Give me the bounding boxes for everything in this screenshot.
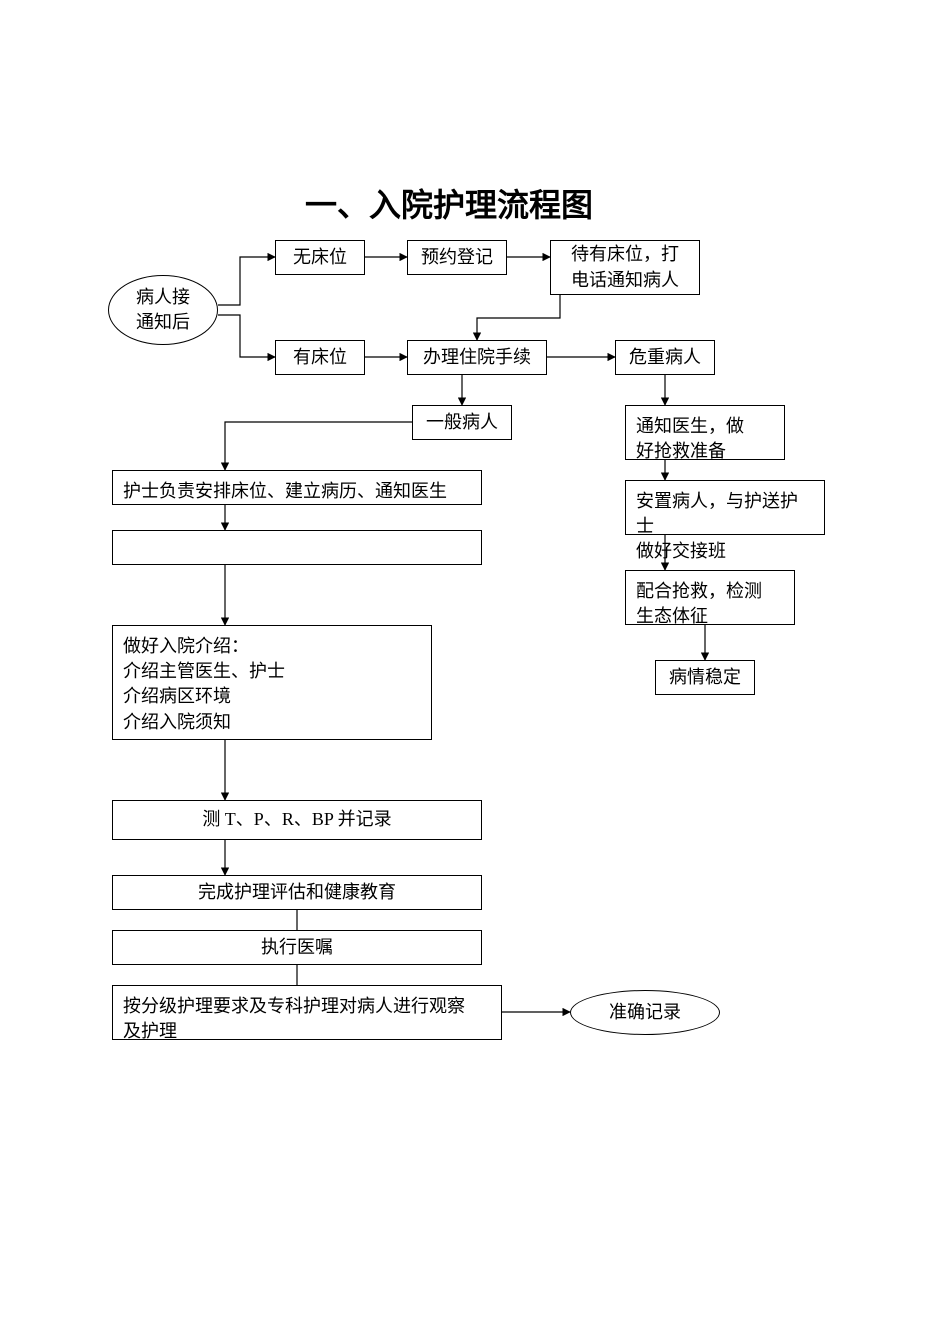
diagram-title: 一、入院护理流程图 bbox=[305, 180, 593, 226]
node-register: 预约登记 bbox=[407, 240, 507, 275]
node-stable-label: 病情稳定 bbox=[669, 665, 741, 690]
node-no-bed: 无床位 bbox=[275, 240, 365, 275]
node-record-label: 准确记录 bbox=[609, 1000, 681, 1025]
node-exec-order: 执行医嘱 bbox=[112, 930, 482, 965]
node-measure: 测 T、P、R、BP 并记录 bbox=[112, 800, 482, 840]
node-wait-call-label: 待有床位，打电话通知病人 bbox=[571, 242, 679, 292]
node-has-bed: 有床位 bbox=[275, 340, 365, 375]
node-register-label: 预约登记 bbox=[421, 245, 493, 270]
node-admit-label: 办理住院手续 bbox=[423, 345, 531, 370]
node-empty bbox=[112, 530, 482, 565]
node-critical: 危重病人 bbox=[615, 340, 715, 375]
node-stable: 病情稳定 bbox=[655, 660, 755, 695]
node-observe: 按分级护理要求及专科护理对病人进行观察及护理 bbox=[112, 985, 502, 1040]
node-settle-patient-label: 安置病人，与护送护士做好交接班 bbox=[636, 489, 814, 565]
node-no-bed-label: 无床位 bbox=[293, 245, 347, 270]
node-notify-doctor-label: 通知医生，做好抢救准备 bbox=[636, 414, 744, 464]
node-normal: 一般病人 bbox=[412, 405, 512, 440]
node-rescue-label: 配合抢救，检测生态体征 bbox=[636, 579, 762, 629]
node-measure-label: 测 T、P、R、BP 并记录 bbox=[202, 807, 391, 832]
node-admit: 办理住院手续 bbox=[407, 340, 547, 375]
node-has-bed-label: 有床位 bbox=[293, 345, 347, 370]
node-assess-label: 完成护理评估和健康教育 bbox=[198, 880, 396, 905]
node-start-label: 病人接通知后 bbox=[136, 285, 190, 335]
node-observe-label: 按分级护理要求及专科护理对病人进行观察及护理 bbox=[123, 994, 465, 1044]
node-intro-label: 做好入院介绍：介绍主管医生、护士介绍病区环境介绍入院须知 bbox=[123, 634, 285, 735]
node-normal-label: 一般病人 bbox=[426, 410, 498, 435]
node-assess: 完成护理评估和健康教育 bbox=[112, 875, 482, 910]
node-exec-order-label: 执行医嘱 bbox=[261, 935, 333, 960]
node-start: 病人接通知后 bbox=[108, 275, 218, 345]
node-wait-call: 待有床位，打电话通知病人 bbox=[550, 240, 700, 295]
node-notify-doctor: 通知医生，做好抢救准备 bbox=[625, 405, 785, 460]
node-nurse-arrange: 护士负责安排床位、建立病历、通知医生 bbox=[112, 470, 482, 505]
node-record: 准确记录 bbox=[570, 990, 720, 1035]
node-intro: 做好入院介绍：介绍主管医生、护士介绍病区环境介绍入院须知 bbox=[112, 625, 432, 740]
node-rescue: 配合抢救，检测生态体征 bbox=[625, 570, 795, 625]
node-settle-patient: 安置病人，与护送护士做好交接班 bbox=[625, 480, 825, 535]
node-critical-label: 危重病人 bbox=[629, 345, 701, 370]
node-nurse-arrange-label: 护士负责安排床位、建立病历、通知医生 bbox=[123, 479, 447, 504]
